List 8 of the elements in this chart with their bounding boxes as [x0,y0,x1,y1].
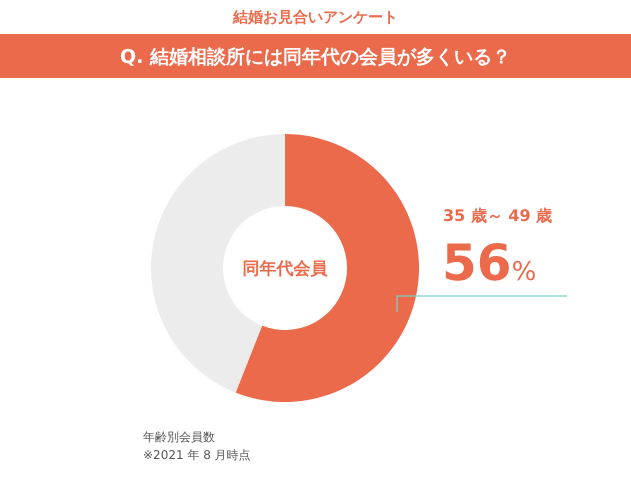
donut-slice [236,134,419,402]
text: ※2021 年 8 月時点 [143,448,251,462]
text: 年齢別会員数 [143,430,215,444]
text: 35 歳～ 49 歳 [443,206,552,225]
slice-label: 同年代会員 [242,258,328,279]
data-label: 56% [442,234,536,292]
chart-title: 結婚お見合いアンケート [232,8,398,26]
chart-subtitle: Q. 結婚相談所には同年代の会員が多くいる？ [120,46,511,68]
